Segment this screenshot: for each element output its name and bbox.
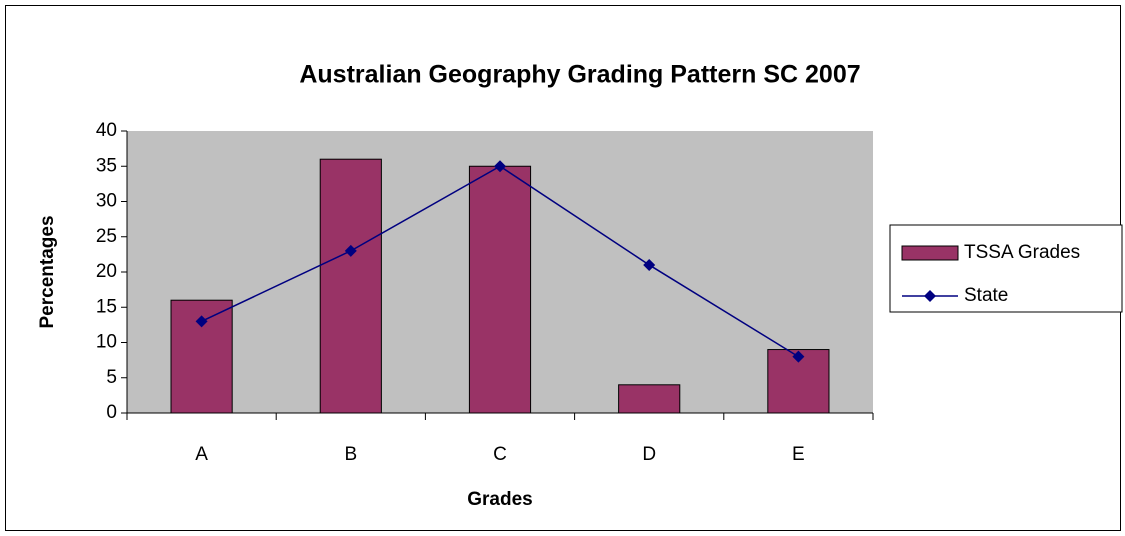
- line-marker: [494, 160, 506, 173]
- legend-marker: [924, 290, 936, 302]
- y-tick-label: 35: [96, 155, 117, 176]
- x-tick-label: E: [792, 444, 805, 465]
- line-marker: [344, 244, 357, 257]
- legend-label: State: [964, 285, 1008, 306]
- x-axis-label: Grades: [467, 489, 532, 510]
- legend-label: TSSA Grades: [964, 242, 1080, 263]
- x-tick-label: B: [344, 444, 357, 465]
- bar: [468, 165, 532, 414]
- line-marker: [792, 350, 805, 363]
- y-tick-label: 15: [96, 296, 117, 317]
- x-tick-label: C: [493, 444, 507, 465]
- line-marker: [195, 315, 208, 328]
- y-tick-label: 10: [96, 332, 117, 353]
- y-tick-label: 0: [106, 402, 117, 423]
- x-tick-label: D: [642, 444, 656, 465]
- y-tick-label: 40: [96, 120, 117, 141]
- y-axis-label: Percentages: [37, 215, 58, 328]
- legend-swatch: [901, 245, 959, 261]
- x-tick-label: A: [195, 444, 208, 465]
- y-tick-label: 20: [96, 261, 117, 282]
- y-tick-label: 5: [106, 367, 117, 388]
- chart-title: Australian Geography Grading Pattern SC …: [299, 61, 860, 89]
- bar: [618, 384, 681, 414]
- bar: [319, 158, 382, 414]
- bar: [767, 349, 830, 414]
- line-marker: [643, 258, 656, 271]
- y-tick-label: 30: [96, 191, 117, 212]
- y-tick-label: 25: [96, 226, 117, 247]
